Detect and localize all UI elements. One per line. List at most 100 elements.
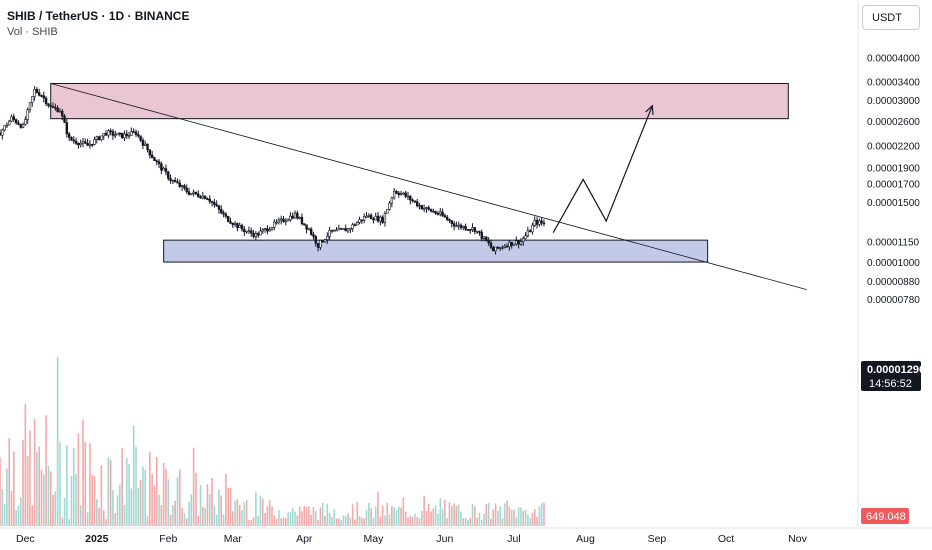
volume-bar xyxy=(478,512,481,526)
candle-body xyxy=(441,211,444,216)
volume-bar xyxy=(328,512,331,526)
candle-body xyxy=(173,180,177,183)
volume-bar xyxy=(513,509,515,526)
candle-body xyxy=(190,193,193,195)
volume-value-label-bg xyxy=(861,508,909,524)
volume-bar xyxy=(10,490,13,526)
candle-body xyxy=(224,213,228,217)
candle-body xyxy=(353,224,357,226)
candle-body xyxy=(420,205,424,210)
candle-body xyxy=(137,134,140,137)
candle-body xyxy=(365,215,368,218)
volume-bar xyxy=(342,515,345,526)
candle-body xyxy=(206,198,209,201)
time-tick-label: 2025 xyxy=(85,533,109,545)
volume-bar xyxy=(441,508,444,526)
candle-body xyxy=(162,168,165,171)
candle-body xyxy=(24,119,27,125)
candle-body xyxy=(349,228,352,230)
volume-bar xyxy=(340,519,342,526)
candle-body xyxy=(455,225,458,228)
volume-bar xyxy=(349,517,352,526)
candle-body xyxy=(240,224,244,230)
volume-bar xyxy=(314,511,317,526)
candle-body xyxy=(229,221,232,224)
volume-bar xyxy=(287,512,289,526)
candle-body xyxy=(44,97,48,105)
candle-body xyxy=(268,229,271,232)
candle-body xyxy=(203,195,207,200)
volume-bar xyxy=(388,514,391,526)
candle-body xyxy=(226,216,230,222)
candle-body xyxy=(498,247,502,249)
candle-body xyxy=(330,229,334,232)
candle-body xyxy=(413,200,417,203)
candle-body xyxy=(180,185,184,187)
volume-indicator-label[interactable]: Vol · SHIB xyxy=(7,26,58,38)
candle-body xyxy=(26,109,29,120)
price-tick-label: 0.00001900 xyxy=(867,163,920,174)
volume-bar xyxy=(142,466,144,526)
candle-body xyxy=(14,119,18,124)
candle-body xyxy=(450,220,453,224)
candle-body xyxy=(215,204,218,207)
volume-bar xyxy=(160,505,163,526)
candle-body xyxy=(432,210,435,213)
volume-bar xyxy=(324,515,326,526)
candle-body xyxy=(314,236,317,244)
candle-body xyxy=(153,157,156,162)
volume-bar xyxy=(280,518,283,526)
time-axis[interactable]: Dec 2025 Feb Mar Apr May Jun Jul Aug Sep Oct Nov xyxy=(16,533,808,545)
volume-bar xyxy=(497,510,499,526)
volume-bar xyxy=(319,507,322,526)
candle-body xyxy=(457,224,460,227)
volume-bar xyxy=(225,473,227,526)
price-axis[interactable]: 0.00004000 0.00003400 0.00003000 0.00002600… xyxy=(867,53,920,305)
volume-bar xyxy=(114,513,117,526)
candle-body xyxy=(422,208,426,210)
candle-body xyxy=(526,230,530,237)
volume-bar xyxy=(508,506,511,526)
volume-bar xyxy=(236,499,239,526)
volume-bar xyxy=(153,484,156,526)
volume-bars xyxy=(0,357,545,526)
volume-bar xyxy=(485,504,488,526)
volume-bar xyxy=(536,516,538,526)
candle-body xyxy=(418,205,421,207)
candle-body xyxy=(284,220,288,223)
candle-body xyxy=(56,107,59,113)
volume-bar xyxy=(98,507,100,526)
candle-body xyxy=(210,201,214,203)
volume-bar xyxy=(268,500,271,526)
candle-body xyxy=(252,232,255,237)
volume-bar xyxy=(195,472,197,526)
volume-bar xyxy=(181,507,183,526)
volume-bar xyxy=(146,516,149,526)
volume-bar xyxy=(107,457,110,526)
volume-bar xyxy=(197,515,200,526)
resistance-zone xyxy=(50,82,789,120)
candle-body xyxy=(307,228,311,231)
volume-bar xyxy=(400,507,402,526)
volume-bar xyxy=(19,497,22,526)
candle-body xyxy=(245,230,248,233)
candle-body xyxy=(459,224,463,228)
volume-bar xyxy=(522,510,525,526)
volume-bar xyxy=(6,468,8,526)
currency-button[interactable]: USDT xyxy=(862,5,920,30)
projection-arrowhead xyxy=(645,104,654,115)
candle-body xyxy=(339,228,343,230)
volume-bar xyxy=(172,505,174,526)
candle-body xyxy=(160,163,163,171)
symbol-title[interactable]: SHIB / TetherUS · 1D · BINANCE xyxy=(7,9,190,23)
candle-body xyxy=(388,202,391,210)
volume-bar xyxy=(425,510,428,526)
candle-body xyxy=(515,240,518,245)
candle-body xyxy=(192,191,195,194)
volume-bar xyxy=(91,474,93,526)
candle-body xyxy=(155,160,158,163)
volume-bar xyxy=(59,442,61,526)
trendline xyxy=(50,83,807,290)
